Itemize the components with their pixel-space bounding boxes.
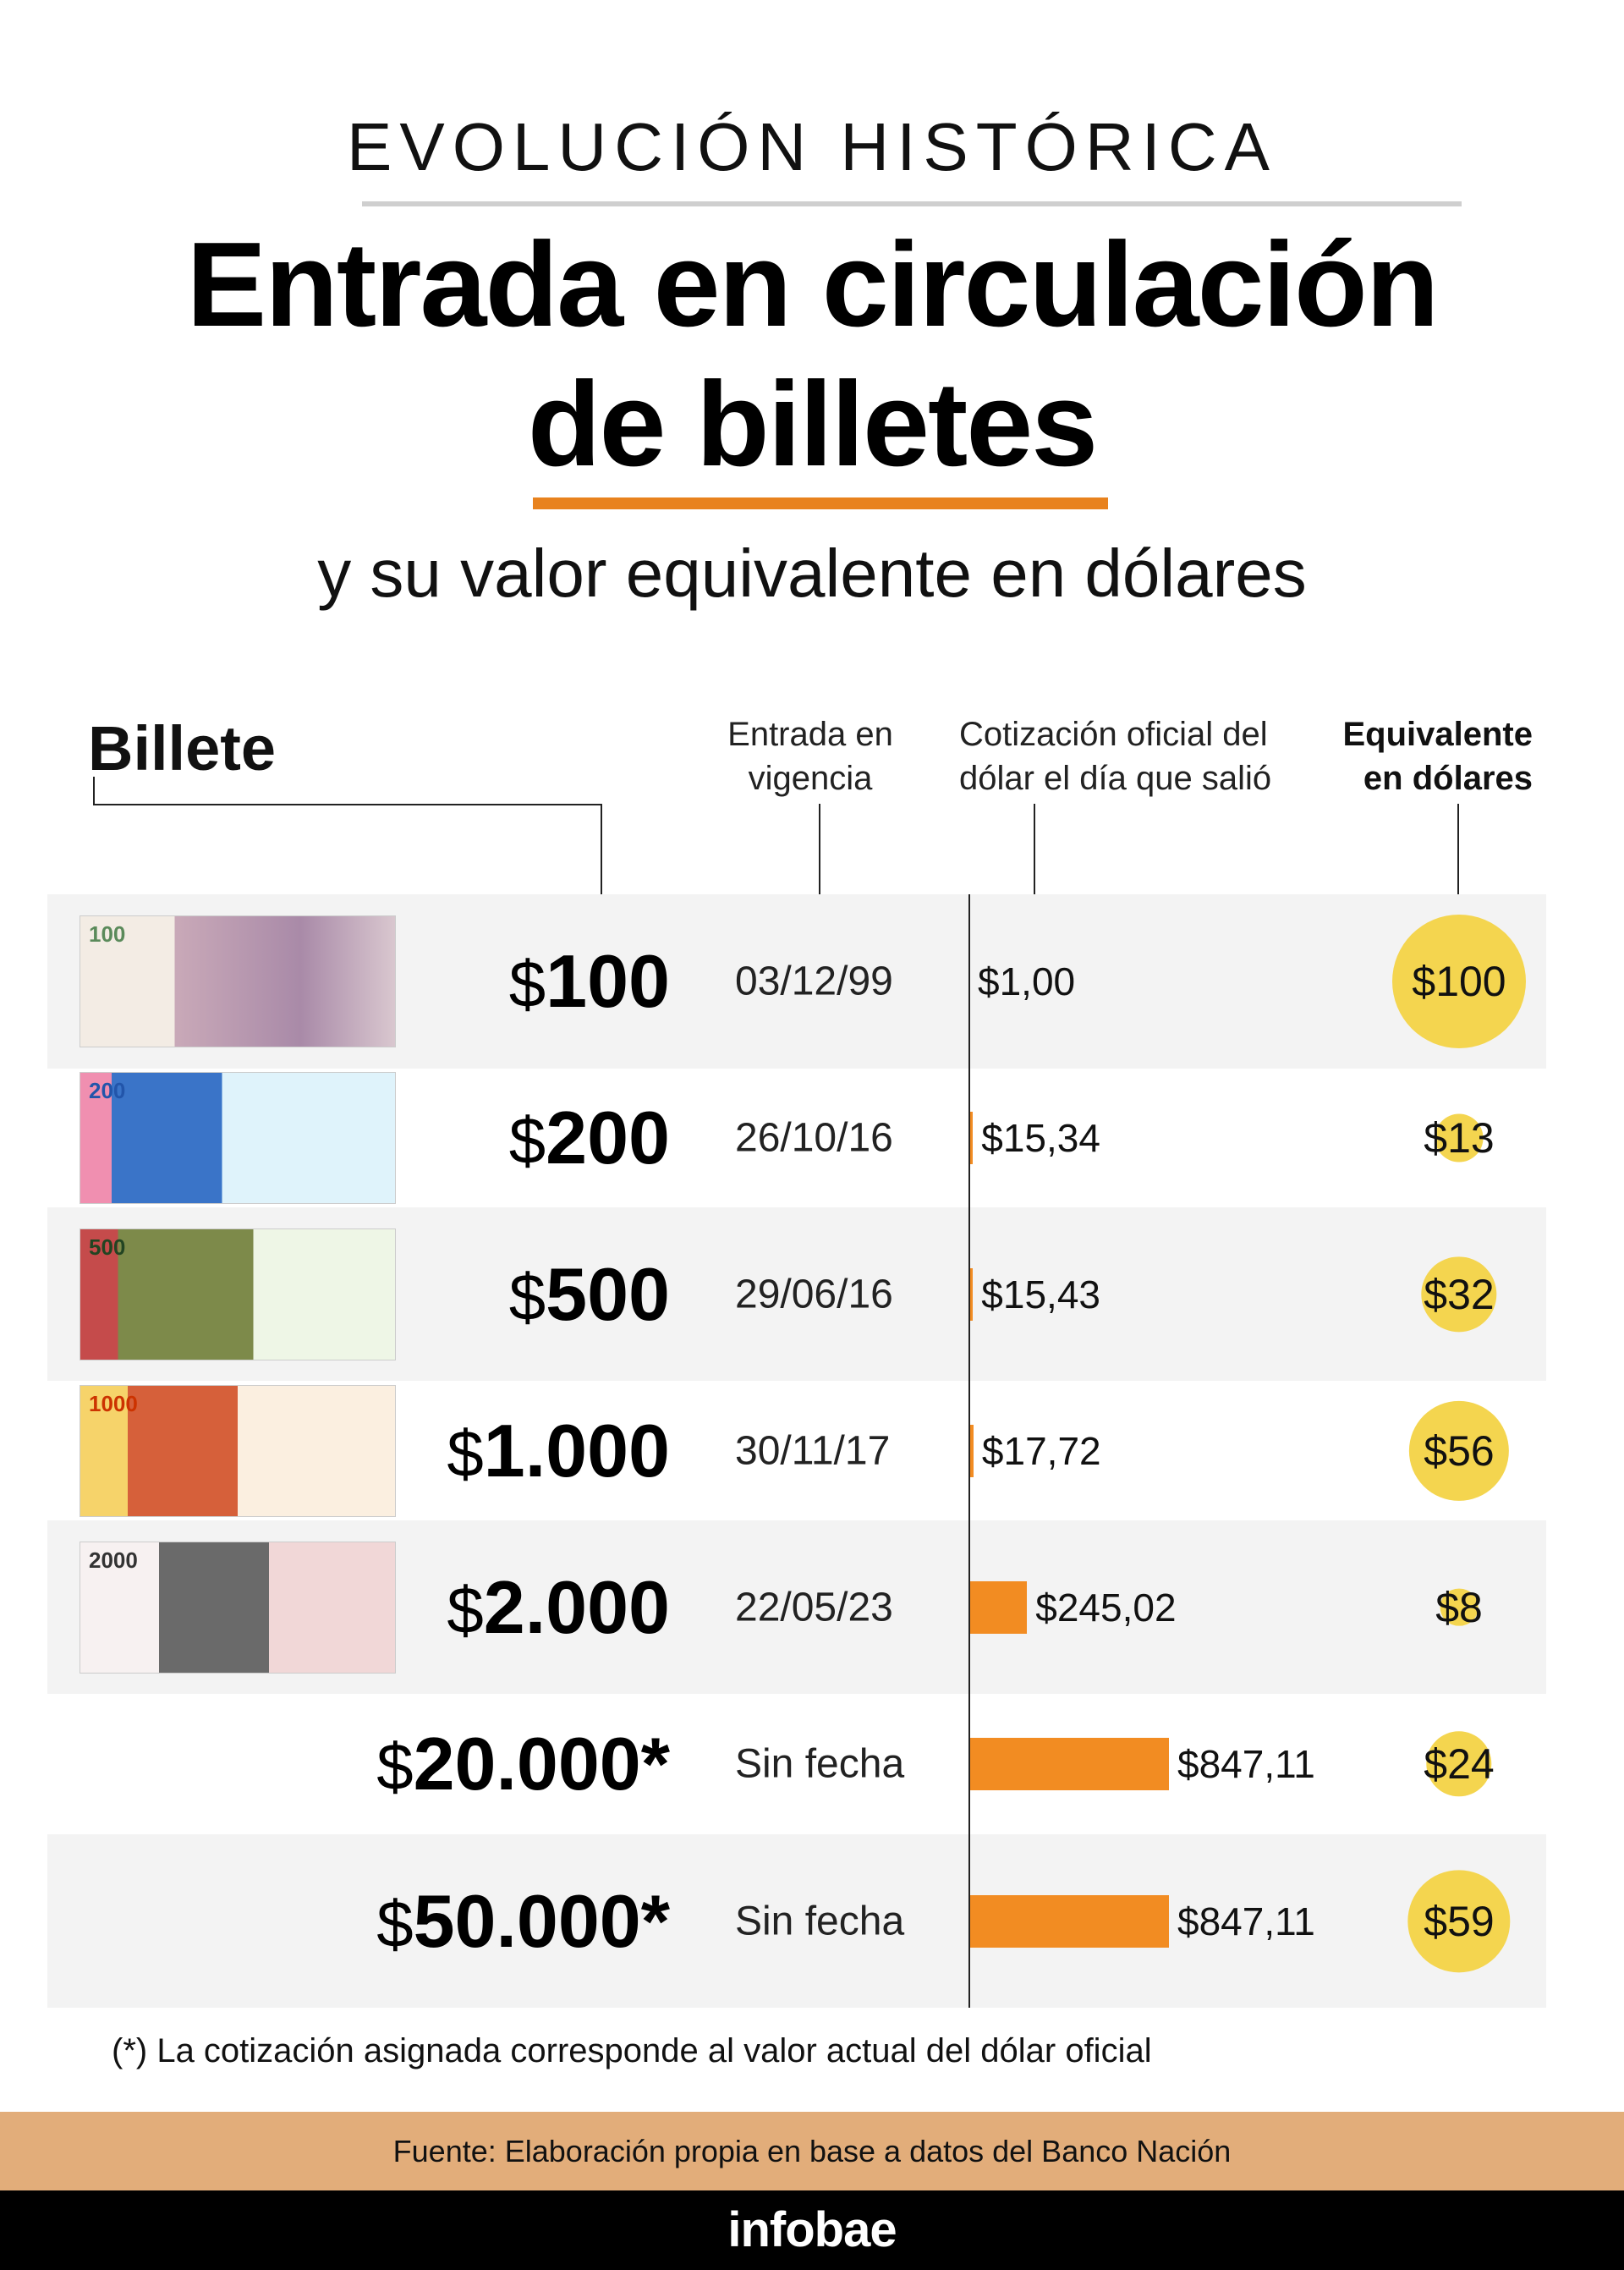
page-title-line1: Entrada en circulación	[186, 217, 1439, 352]
currency-sign: $	[447, 1415, 484, 1491]
rate-value: $15,43	[981, 1272, 1100, 1316]
currency-sign: $	[376, 1729, 414, 1804]
rate-bar	[969, 1580, 1028, 1634]
leader-line	[93, 804, 602, 805]
brand-logo: infobae	[0, 2190, 1624, 2270]
denomination: $100	[315, 938, 670, 1025]
footnote: (*) La cotización asignada corresponde a…	[112, 2032, 1152, 2069]
title-underline	[533, 497, 1108, 509]
table-row	[47, 1834, 1546, 2008]
usd-value: $13	[1424, 1114, 1495, 1162]
denomination-value: 2.000	[483, 1564, 670, 1649]
denomination: $200	[315, 1095, 670, 1181]
usd-bubble	[1408, 1400, 1510, 1501]
usd-value: $32	[1424, 1270, 1495, 1318]
source: Fuente: Elaboración propia en base a dat…	[0, 2112, 1624, 2190]
banknote-image: 500	[80, 1228, 396, 1360]
header-line: dólar el día que salió	[959, 760, 1272, 797]
rate-value: $847,11	[1177, 1899, 1315, 1943]
header-line: Equivalente	[1342, 716, 1533, 753]
usd-value: $8	[1435, 1583, 1483, 1631]
leader-line	[1034, 804, 1035, 905]
usd-bubble	[1421, 1256, 1497, 1333]
banknote-label: 500	[89, 1234, 126, 1260]
asterisk: *	[640, 1722, 670, 1806]
header-line: Entrada en	[727, 716, 893, 753]
rate-value: $847,11	[1177, 1742, 1315, 1786]
asterisk: *	[640, 1878, 670, 1963]
currency-sign: $	[376, 1886, 414, 1961]
entry-date: Sin fecha	[735, 1899, 905, 1943]
banknote-image: 200	[80, 1072, 396, 1204]
usd-value: $59	[1424, 1897, 1495, 1945]
header-line: en dólares	[1363, 760, 1533, 797]
column-header-date: Entrada en vigencia	[683, 712, 937, 800]
usd-value: $24	[1424, 1740, 1495, 1788]
banknote-label: 2000	[89, 1547, 138, 1573]
kicker: EVOLUCIÓN HISTÓRICA	[346, 109, 1278, 184]
denomination: $2.000	[315, 1564, 670, 1651]
denomination-value: 20.000	[413, 1722, 641, 1806]
currency-sign: $	[447, 1572, 484, 1647]
rate-bar	[969, 1738, 1169, 1790]
header-line: vigencia	[748, 760, 873, 797]
leader-line	[93, 777, 95, 805]
entry-date: Sin fecha	[735, 1741, 905, 1787]
leader-line	[601, 804, 602, 905]
denomination-value: 100	[546, 939, 670, 1023]
denomination: $20.000*	[315, 1721, 670, 1807]
column-header-billete: Billete	[88, 713, 277, 783]
denomination: $500	[315, 1251, 670, 1338]
column-header-rate: Cotización oficial del dólar el día que s…	[959, 712, 1271, 800]
leader-line	[1457, 804, 1459, 905]
usd-value: $100	[1412, 958, 1506, 1005]
usd-bubble	[1407, 1869, 1511, 1973]
usd-value: $56	[1424, 1426, 1495, 1475]
page-title-line2: de billetes	[527, 357, 1098, 492]
currency-sign: $	[508, 1259, 546, 1334]
divider	[362, 201, 1462, 206]
banknote-label: 100	[89, 921, 126, 947]
rate-value: $15,34	[981, 1116, 1100, 1160]
rate-bar	[969, 1112, 974, 1164]
denomination-value: 200	[546, 1096, 670, 1179]
entry-date: 22/05/23	[735, 1585, 893, 1630]
denomination-value: 1.000	[483, 1408, 670, 1492]
banknote-image: 2000	[80, 1541, 396, 1674]
entry-date: 26/10/16	[735, 1115, 893, 1161]
subtitle: y su valor equivalente en dólares	[317, 536, 1307, 611]
header-line: Cotización oficial del	[959, 716, 1268, 753]
rate-bar	[969, 1894, 1169, 1948]
rate-value: $17,72	[981, 1428, 1101, 1473]
rate-bar	[969, 1267, 974, 1321]
usd-bubble	[1440, 1588, 1479, 1626]
entry-date: 29/06/16	[735, 1272, 893, 1316]
denomination-value: 500	[546, 1251, 670, 1336]
banknote-label: 1000	[89, 1390, 138, 1416]
usd-bubble	[1435, 1113, 1484, 1162]
leader-line	[819, 804, 820, 905]
banknote-label: 200	[89, 1078, 126, 1103]
axis-line	[968, 894, 970, 2008]
banknote-image: 100	[80, 915, 396, 1047]
entry-date: 30/11/17	[735, 1428, 891, 1473]
rate-bar	[969, 1424, 974, 1477]
entry-date: 03/12/99	[735, 959, 893, 1004]
rate-value: $1,00	[978, 959, 1076, 1003]
banknote-image: 1000	[80, 1384, 396, 1517]
usd-bubble	[1426, 1731, 1492, 1797]
denomination: $50.000*	[315, 1878, 670, 1965]
denomination-value: 50.000	[413, 1878, 641, 1963]
currency-sign: $	[508, 947, 546, 1021]
denomination: $1.000	[315, 1408, 670, 1494]
rate-value: $245,02	[1035, 1585, 1177, 1630]
column-header-usd: Equivalente en dólares	[1277, 712, 1533, 800]
usd-bubble	[1392, 915, 1526, 1048]
currency-sign: $	[508, 1103, 546, 1178]
